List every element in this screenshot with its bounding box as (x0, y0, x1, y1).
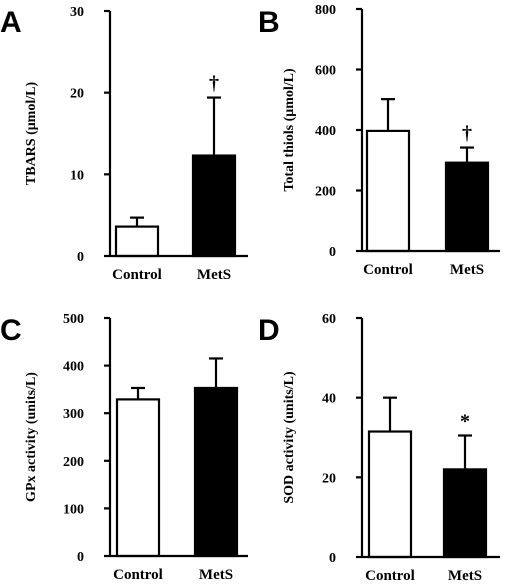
panel-d: D Control * MetS 0 20 40 60 SOD activity (units… (258, 312, 500, 584)
category-label: MetS (448, 568, 482, 584)
bar-mets (442, 468, 488, 559)
category-label: Control (363, 262, 413, 278)
y-tick-label: 0 (77, 250, 84, 265)
category-label: Control (113, 567, 163, 583)
panel-b: B Control † MetS 0 200 400 600 800 Total thiols … (258, 3, 500, 278)
significance-mark: † (462, 123, 472, 145)
panel-c: C Control MetS 0 100 200 300 400 500 GPx activit… (0, 312, 248, 583)
y-tick-label: 30 (70, 5, 84, 20)
panel-letter: A (0, 6, 22, 39)
y-tick-label: 200 (315, 185, 336, 200)
y-axis-title: TBARS (μmol/L) (24, 82, 39, 186)
y-tick-label: 10 (70, 168, 84, 183)
panel-a: A Control † MetS 0 10 20 30 TBARS (μmol/L) (0, 5, 248, 283)
y-tick-label: 300 (63, 407, 84, 422)
panel-letter: B (258, 6, 280, 39)
panel-letter: C (0, 314, 22, 347)
category-label: MetS (199, 567, 233, 583)
y-tick-label: 800 (315, 3, 336, 18)
y-tick-label: 20 (70, 87, 84, 102)
y-tick-label: 60 (322, 312, 336, 327)
category-label: Control (112, 267, 162, 283)
y-tick-label: 600 (315, 64, 336, 79)
bar-mets (191, 154, 237, 258)
category-label: MetS (197, 267, 231, 283)
y-tick-label: 100 (63, 502, 84, 517)
category-label: MetS (450, 262, 484, 278)
y-tick-label: 200 (63, 455, 84, 470)
y-axis-title: GPx activity (units/L) (24, 372, 39, 502)
bar-control (365, 129, 411, 253)
y-tick-label: 0 (329, 245, 336, 260)
y-tick-label: 40 (322, 392, 336, 407)
bar-control (114, 225, 160, 258)
significance-mark: † (209, 73, 219, 95)
bar-mets (444, 161, 490, 253)
bar-control (115, 398, 161, 558)
y-axis-title: Total thiols (μmol/L) (282, 68, 297, 192)
bar-control (367, 430, 413, 559)
y-tick-label: 400 (63, 360, 84, 375)
bar-mets (193, 386, 239, 558)
significance-mark: * (460, 411, 470, 433)
y-tick-label: 0 (329, 551, 336, 566)
y-tick-label: 20 (322, 471, 336, 486)
y-axis-title: SOD activity (units/L) (282, 371, 297, 504)
y-tick-label: 0 (77, 550, 84, 565)
category-label: Control (365, 568, 415, 584)
y-tick-label: 500 (63, 312, 84, 327)
y-tick-label: 400 (315, 124, 336, 139)
panel-letter: D (258, 314, 280, 347)
